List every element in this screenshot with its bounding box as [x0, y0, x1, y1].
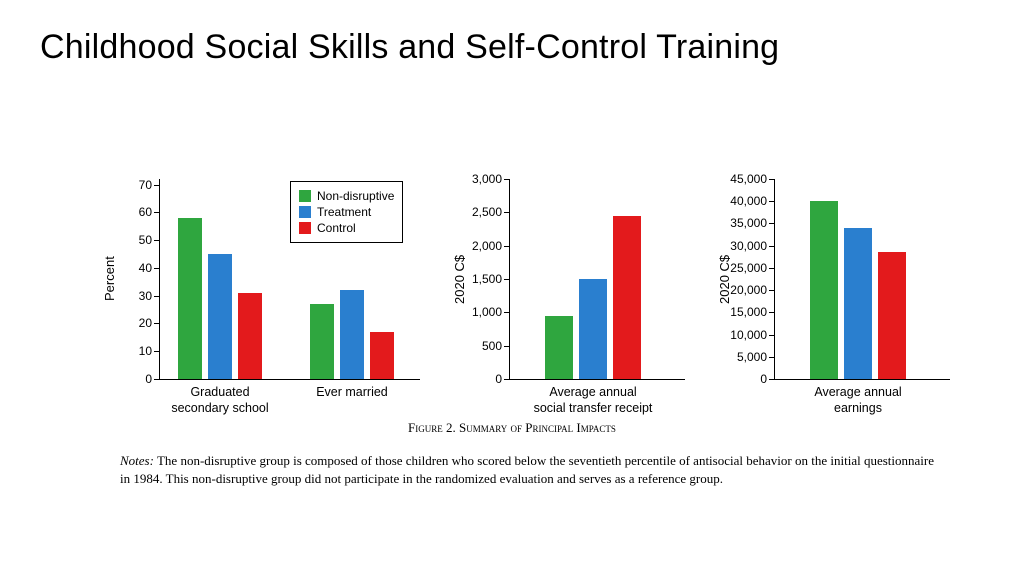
plot-area: 05,00010,00015,00020,00025,00030,00035,0…: [774, 179, 950, 380]
x-axis-label: Average annual earnings: [788, 385, 928, 416]
page-title: Childhood Social Skills and Self-Control…: [40, 28, 984, 67]
legend-swatch: [299, 206, 311, 218]
bar-group: [810, 201, 906, 379]
chart-panel-earnings: 2020 C$ 05,00010,00015,00020,00025,00030,…: [715, 179, 950, 380]
y-tick: [154, 296, 160, 297]
y-tick-label: 2,500: [472, 205, 502, 219]
x-axis-label: Ever married: [282, 385, 422, 401]
y-tick-label: 25,000: [730, 261, 767, 275]
y-tick: [154, 268, 160, 269]
y-tick-label: 40,000: [730, 194, 767, 208]
plot-wrap: 2020 C$ 05001,0001,5002,0002,5003,000Aver…: [450, 179, 685, 380]
y-tick-label: 0: [145, 372, 152, 386]
bar-non_disruptive: [810, 201, 838, 379]
y-tick-label: 60: [139, 205, 152, 219]
y-tick: [769, 379, 775, 380]
bar-control: [613, 216, 641, 379]
y-tick: [154, 323, 160, 324]
bar-group: [178, 218, 262, 379]
plot-wrap: Percent 010203040506070Graduated secondar…: [100, 179, 420, 380]
y-tick: [504, 346, 510, 347]
y-tick-label: 0: [760, 372, 767, 386]
legend-item: Non-disruptive: [299, 189, 394, 203]
bar-non_disruptive: [545, 316, 573, 379]
figure-caption: Figure 2. Summary of Principal Impacts: [0, 420, 1024, 436]
y-tick: [504, 179, 510, 180]
y-tick-label: 1,000: [472, 305, 502, 319]
y-tick: [769, 179, 775, 180]
notes-body: The non-disruptive group is composed of …: [120, 453, 934, 486]
y-axis-label: 2020 C$: [715, 179, 734, 379]
y-tick-label: 70: [139, 178, 152, 192]
y-tick: [504, 312, 510, 313]
y-tick: [504, 279, 510, 280]
figure-notes: Notes: The non-disruptive group is compo…: [120, 452, 934, 488]
y-tick-label: 10,000: [730, 328, 767, 342]
bar-non_disruptive: [310, 304, 334, 379]
charts-row: Percent 010203040506070Graduated secondar…: [100, 120, 930, 380]
y-tick: [504, 212, 510, 213]
y-tick-label: 15,000: [730, 305, 767, 319]
y-tick: [769, 201, 775, 202]
y-tick-label: 20: [139, 316, 152, 330]
legend-label: Non-disruptive: [317, 189, 394, 203]
legend-label: Control: [317, 221, 356, 235]
bar-treatment: [340, 290, 364, 379]
bar-treatment: [579, 279, 607, 379]
y-tick: [769, 357, 775, 358]
legend-swatch: [299, 190, 311, 202]
legend-swatch: [299, 222, 311, 234]
y-tick: [154, 240, 160, 241]
y-tick: [154, 212, 160, 213]
plot-wrap: 2020 C$ 05,00010,00015,00020,00025,00030,…: [715, 179, 950, 380]
y-tick: [769, 223, 775, 224]
slide: Childhood Social Skills and Self-Control…: [0, 0, 1024, 576]
y-tick-label: 1,500: [472, 272, 502, 286]
y-tick-label: 0: [495, 372, 502, 386]
y-tick-label: 5,000: [737, 350, 767, 364]
x-axis-label: Graduated secondary school: [150, 385, 290, 416]
y-tick: [769, 246, 775, 247]
y-tick-label: 30,000: [730, 239, 767, 253]
bar-group: [545, 216, 641, 379]
y-tick-label: 20,000: [730, 283, 767, 297]
plot-area: 05001,0001,5002,0002,5003,000Average ann…: [509, 179, 685, 380]
y-tick-label: 50: [139, 233, 152, 247]
legend-item: Control: [299, 221, 394, 235]
bar-control: [878, 252, 906, 379]
y-tick: [504, 246, 510, 247]
bar-control: [370, 332, 394, 379]
x-axis-label: Average annual social transfer receipt: [523, 385, 663, 416]
legend: Non-disruptive Treatment Control: [290, 181, 403, 243]
chart-panel-transfer: 2020 C$ 05001,0001,5002,0002,5003,000Aver…: [450, 179, 685, 380]
y-tick-label: 500: [482, 339, 502, 353]
y-tick-label: 45,000: [730, 172, 767, 186]
y-tick: [769, 268, 775, 269]
y-axis-label: 2020 C$: [450, 179, 469, 379]
notes-label: Notes:: [120, 453, 154, 468]
plot-area: 010203040506070Graduated secondary schoo…: [159, 179, 420, 380]
y-tick-label: 10: [139, 344, 152, 358]
chart-panel-percent: Percent 010203040506070Graduated secondar…: [100, 179, 420, 380]
y-tick-label: 30: [139, 289, 152, 303]
y-tick-label: 3,000: [472, 172, 502, 186]
bar-group: [310, 290, 394, 379]
y-tick: [769, 335, 775, 336]
y-tick: [154, 351, 160, 352]
y-tick: [769, 312, 775, 313]
y-tick-label: 2,000: [472, 239, 502, 253]
y-tick: [154, 379, 160, 380]
bar-control: [238, 293, 262, 379]
bar-treatment: [844, 228, 872, 379]
bar-treatment: [208, 254, 232, 379]
y-tick: [504, 379, 510, 380]
legend-item: Treatment: [299, 205, 394, 219]
y-tick-label: 40: [139, 261, 152, 275]
y-tick: [769, 290, 775, 291]
y-axis-label: Percent: [100, 179, 119, 379]
y-tick: [154, 185, 160, 186]
legend-label: Treatment: [317, 205, 371, 219]
bar-non_disruptive: [178, 218, 202, 379]
y-tick-label: 35,000: [730, 216, 767, 230]
